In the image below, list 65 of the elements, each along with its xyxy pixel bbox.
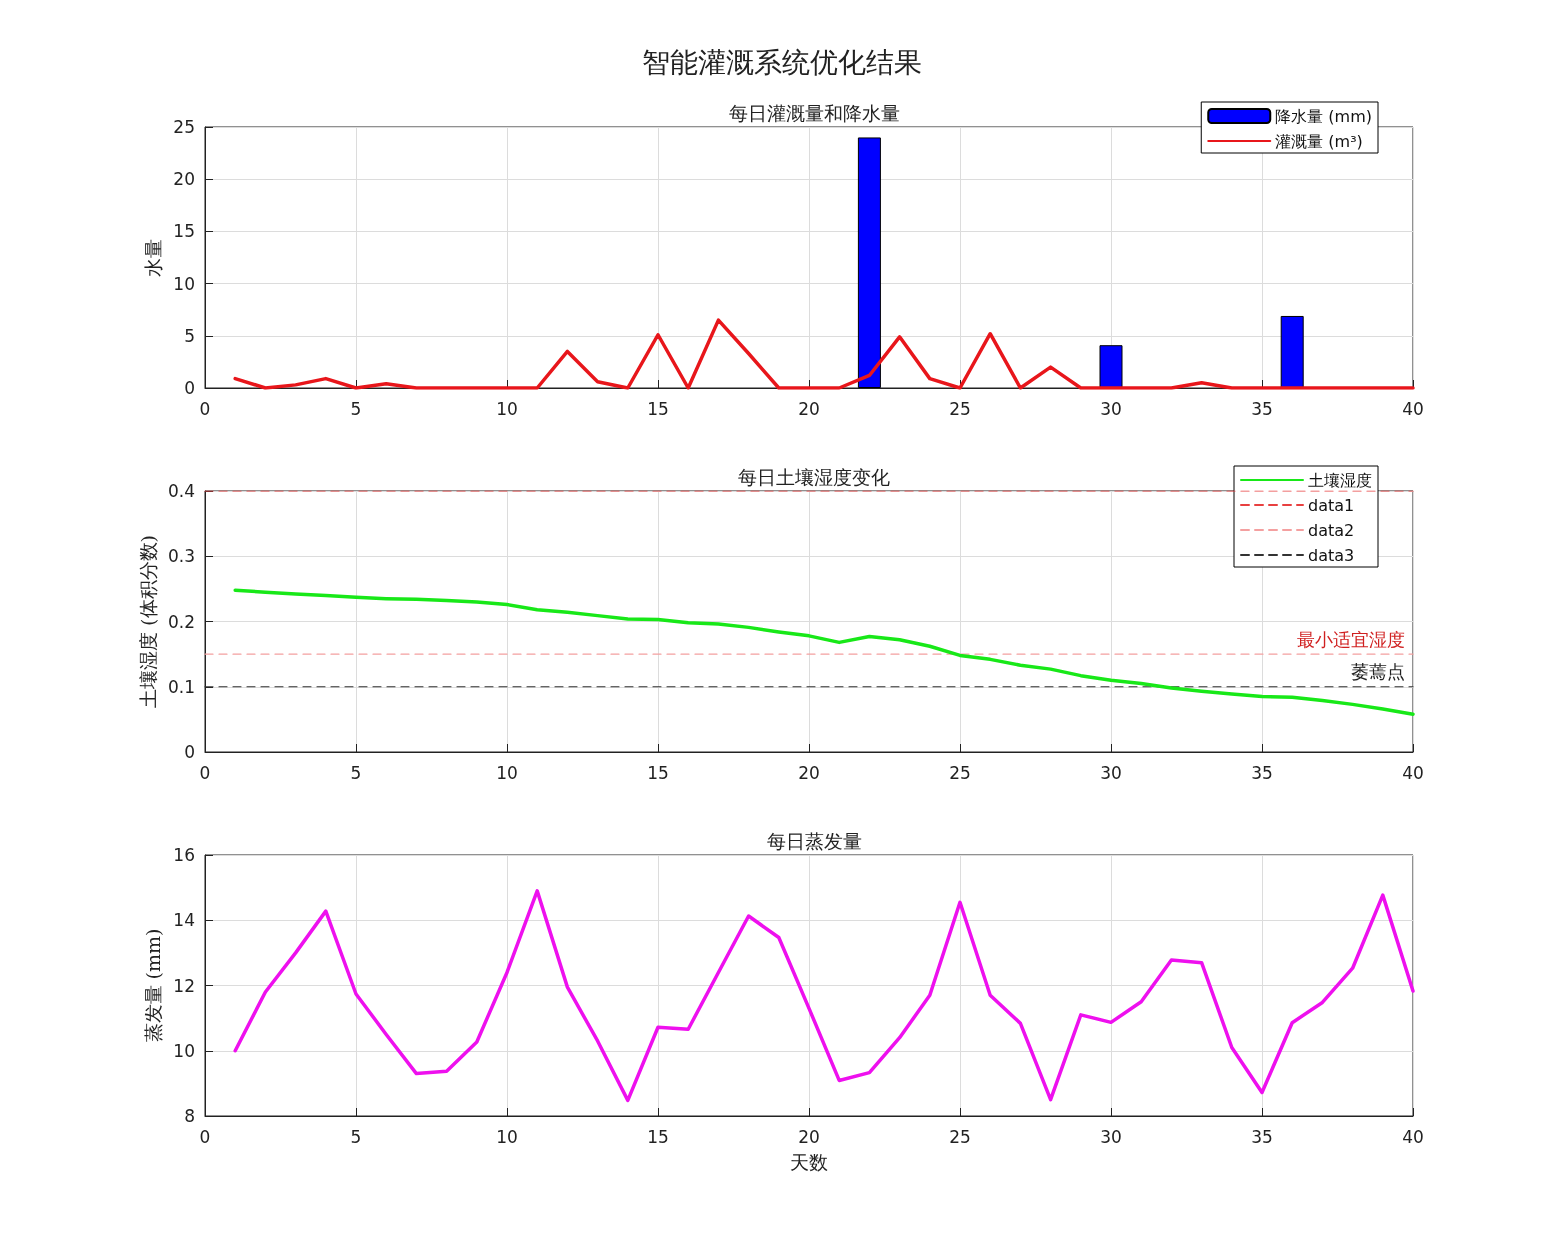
x-tick-label: 25: [949, 398, 971, 419]
x-tick-label: 15: [647, 398, 669, 419]
y-tick-label: 5: [184, 325, 195, 346]
x-tick-label: 0: [199, 1126, 211, 1147]
chart-title: 智能灌溉系统优化结果: [640, 45, 923, 81]
y-tick-label: 25: [173, 117, 195, 137]
x-tick-label: 40: [1402, 398, 1424, 419]
x-tick-label: 40: [1402, 762, 1424, 783]
x-tick-label: 20: [798, 398, 820, 419]
y-tick-label: 0.3: [167, 546, 195, 567]
y-tick-label: 10: [173, 1040, 195, 1061]
legend-label: 降水量 (mm): [1275, 106, 1373, 126]
x-tick-label: 30: [1100, 398, 1122, 419]
y-tick-label: 0: [184, 742, 195, 762]
y-tick-label: 20: [173, 169, 195, 190]
x-tick-label: 10: [496, 762, 518, 783]
y-tick-label: 0.1: [167, 676, 195, 697]
x-tick-label: 20: [798, 1126, 820, 1147]
y-tick-label: 16: [173, 845, 195, 865]
x-tick-label: 30: [1100, 762, 1122, 783]
y-tick-label: 15: [173, 221, 195, 242]
x-tick-label: 5: [350, 398, 362, 419]
chart-title: 每日蒸发量: [766, 829, 862, 852]
y-axis-title: 土壤湿度 (体积分数): [136, 535, 159, 708]
annotation: 萎蔫点: [1351, 661, 1405, 683]
x-tick-label: 35: [1251, 762, 1273, 783]
bar: [1099, 345, 1123, 388]
x-tick-label: 20: [798, 762, 820, 783]
x-tick-label: 10: [496, 1126, 518, 1147]
x-tick-label: 0: [199, 398, 211, 419]
y-axis-title: 蒸发量 (mm): [141, 928, 164, 1043]
x-tick-label: 10: [496, 398, 518, 419]
y-tick-label: 0.4: [167, 481, 195, 501]
y-tick-label: 8: [184, 1106, 195, 1126]
annotation: 最小适宜湿度: [1297, 628, 1405, 650]
bar: [857, 137, 881, 388]
x-tick-label: 15: [647, 762, 669, 783]
x-tick-label: 0: [199, 762, 211, 783]
legend-label: 灌溉量 (m³): [1275, 131, 1363, 151]
bar: [1280, 315, 1304, 388]
x-tick-label: 30: [1100, 1126, 1122, 1147]
legend-label: data3: [1308, 545, 1355, 565]
chart-subtitle: 每日灌溉量和降水量: [728, 101, 900, 124]
x-tick-label: 25: [949, 1126, 971, 1147]
legend-label: data2: [1308, 520, 1355, 540]
x-tick-label: 5: [350, 1126, 362, 1147]
x-axis-title: 天数: [790, 1150, 828, 1173]
y-axis-title: 水量: [141, 238, 164, 277]
line-series: [233, 889, 1415, 1103]
y-tick-label: 0: [184, 378, 195, 398]
x-tick-label: 35: [1251, 398, 1273, 419]
legend-label: data1: [1308, 495, 1355, 515]
x-tick-label: 15: [647, 1126, 669, 1147]
x-tick-label: 25: [949, 762, 971, 783]
line-series: [233, 318, 1415, 390]
x-tick-label: 5: [350, 762, 362, 783]
line-series: [233, 588, 1415, 716]
y-tick-label: 12: [173, 975, 195, 996]
y-tick-label: 10: [173, 273, 195, 294]
legend-label: 土壤湿度: [1308, 470, 1372, 490]
x-tick-label: 40: [1402, 1126, 1424, 1147]
y-tick-label: 14: [173, 910, 195, 931]
y-tick-label: 0.2: [167, 611, 195, 632]
x-tick-label: 35: [1251, 1126, 1273, 1147]
chart-title: 每日土壤湿度变化: [738, 465, 890, 488]
